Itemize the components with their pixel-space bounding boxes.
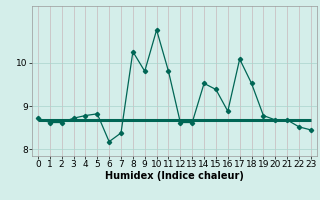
X-axis label: Humidex (Indice chaleur): Humidex (Indice chaleur)	[105, 171, 244, 181]
